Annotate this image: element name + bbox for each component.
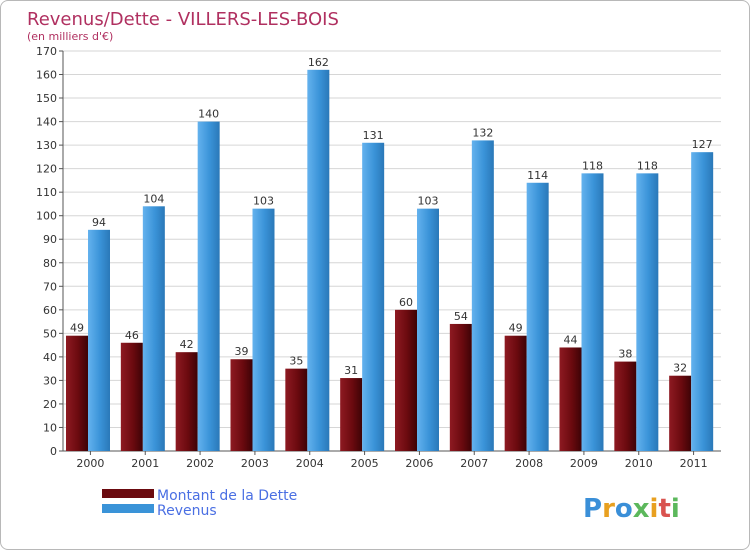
bar-revenus-2009 [581,173,604,451]
value-label-dette-2001: 46 [125,329,139,342]
x-tick-label: 2006 [405,457,433,470]
value-label-revenus-2007: 132 [472,126,493,139]
bar-dette-2008 [504,335,527,451]
x-tick-label: 2003 [241,457,269,470]
bar-dette-2005 [340,378,363,451]
bar-revenus-2010 [636,173,659,451]
legend: Montant de la Dette Revenus [102,488,297,519]
x-tick-label: 2004 [296,457,324,470]
y-tick-label: 40 [43,351,57,364]
bar-revenus-2000 [88,229,110,451]
value-label-revenus-2005: 131 [363,129,384,142]
y-tick-label: 100 [36,210,57,223]
y-tick-label: 90 [43,233,57,246]
legend-swatch-revenus [102,504,154,513]
y-tick-label: 120 [36,163,57,176]
value-label-dette-2010: 38 [618,348,632,361]
bar-revenus-2003 [252,208,275,451]
value-label-revenus-2002: 140 [198,108,219,121]
value-label-revenus-2010: 118 [637,159,658,172]
value-label-revenus-2006: 103 [418,195,439,208]
bar-revenus-2007 [471,140,494,452]
x-tick-label: 2002 [186,457,214,470]
logo-letter: t [658,494,670,524]
y-tick-label: 10 [43,421,57,434]
y-tick-label: 50 [43,327,57,340]
bar-revenus-2004 [307,69,330,451]
bar-revenus-2002 [197,121,220,452]
value-label-revenus-2003: 103 [253,195,274,208]
legend-swatch-dette [102,489,154,498]
bar-dette-2002 [175,352,198,451]
x-tick-label: 2011 [680,457,708,470]
y-tick-label: 80 [43,257,57,270]
value-label-revenus-2009: 118 [582,159,603,172]
y-tick-label: 0 [50,445,57,458]
y-tick-label: 30 [43,374,57,387]
x-tick-label: 2008 [515,457,543,470]
logo-letter: i [671,494,680,524]
value-label-dette-2008: 49 [509,322,523,335]
y-tick-label: 150 [36,92,57,105]
y-tick-label: 20 [43,398,57,411]
chart-title: Revenus/Dette - VILLERS-LES-BOIS [27,9,339,30]
y-tick-label: 160 [36,69,57,82]
bar-revenus-2001 [142,206,165,451]
bar-dette-2007 [449,323,472,451]
y-tick-label: 60 [43,304,57,317]
bar-dette-2003 [230,359,253,451]
value-label-dette-2002: 42 [180,338,194,351]
value-label-dette-2004: 35 [289,355,303,368]
value-label-dette-2006: 60 [399,296,413,309]
proxiti-logo: Proxiti [583,494,680,524]
bar-dette-2011 [669,375,692,451]
bar-dette-2006 [395,309,417,451]
value-label-dette-2003: 39 [235,345,249,358]
logo-letter: x [633,494,650,524]
bar-dette-2000 [66,335,88,451]
y-tick-label: 140 [36,116,57,129]
y-tick-label: 110 [36,186,57,199]
value-label-dette-2007: 54 [454,310,468,323]
x-tick-label: 2007 [460,457,488,470]
x-tick-label: 2005 [351,457,379,470]
bar-dette-2004 [285,368,308,451]
bar-dette-2001 [120,342,143,451]
logo-letter: P [583,494,602,524]
y-tick-label: 70 [43,280,57,293]
value-label-revenus-2004: 162 [308,56,329,69]
bar-dette-2010 [614,361,637,451]
value-label-revenus-2001: 104 [143,192,164,205]
value-label-revenus-2008: 114 [527,169,548,182]
x-tick-label: 2010 [625,457,653,470]
value-label-revenus-2000: 94 [92,216,106,229]
value-label-dette-2011: 32 [673,362,687,375]
bar-revenus-2006 [417,208,439,451]
logo-text: Proxiti [583,494,680,524]
logo-letter: o [615,494,633,524]
y-tick-label: 170 [36,45,57,58]
bar-revenus-2008 [526,182,549,451]
x-tick-label: 2009 [570,457,598,470]
bar-revenus-2005 [362,142,385,451]
plot-area: 0 10 20 30 40 50 60 70 80 90 100 110 120 130 140 150 160… [36,45,721,470]
x-tick-label: 2001 [131,457,159,470]
bar-revenus-2011 [691,152,714,452]
logo-letter: r [602,494,615,524]
legend-label-dette: Montant de la Dette [157,488,297,504]
value-label-revenus-2011: 127 [692,138,713,151]
bar-dette-2009 [559,347,582,451]
value-label-dette-2009: 44 [564,333,578,346]
x-tick-label: 2000 [76,457,104,470]
y-tick-label: 130 [36,139,57,152]
logo-letter: i [650,494,659,524]
value-label-dette-2000: 49 [70,322,84,335]
legend-label-revenus: Revenus [157,503,217,519]
value-label-dette-2005: 31 [344,364,358,377]
chart-subtitle: (en milliers d'€) [27,30,113,43]
